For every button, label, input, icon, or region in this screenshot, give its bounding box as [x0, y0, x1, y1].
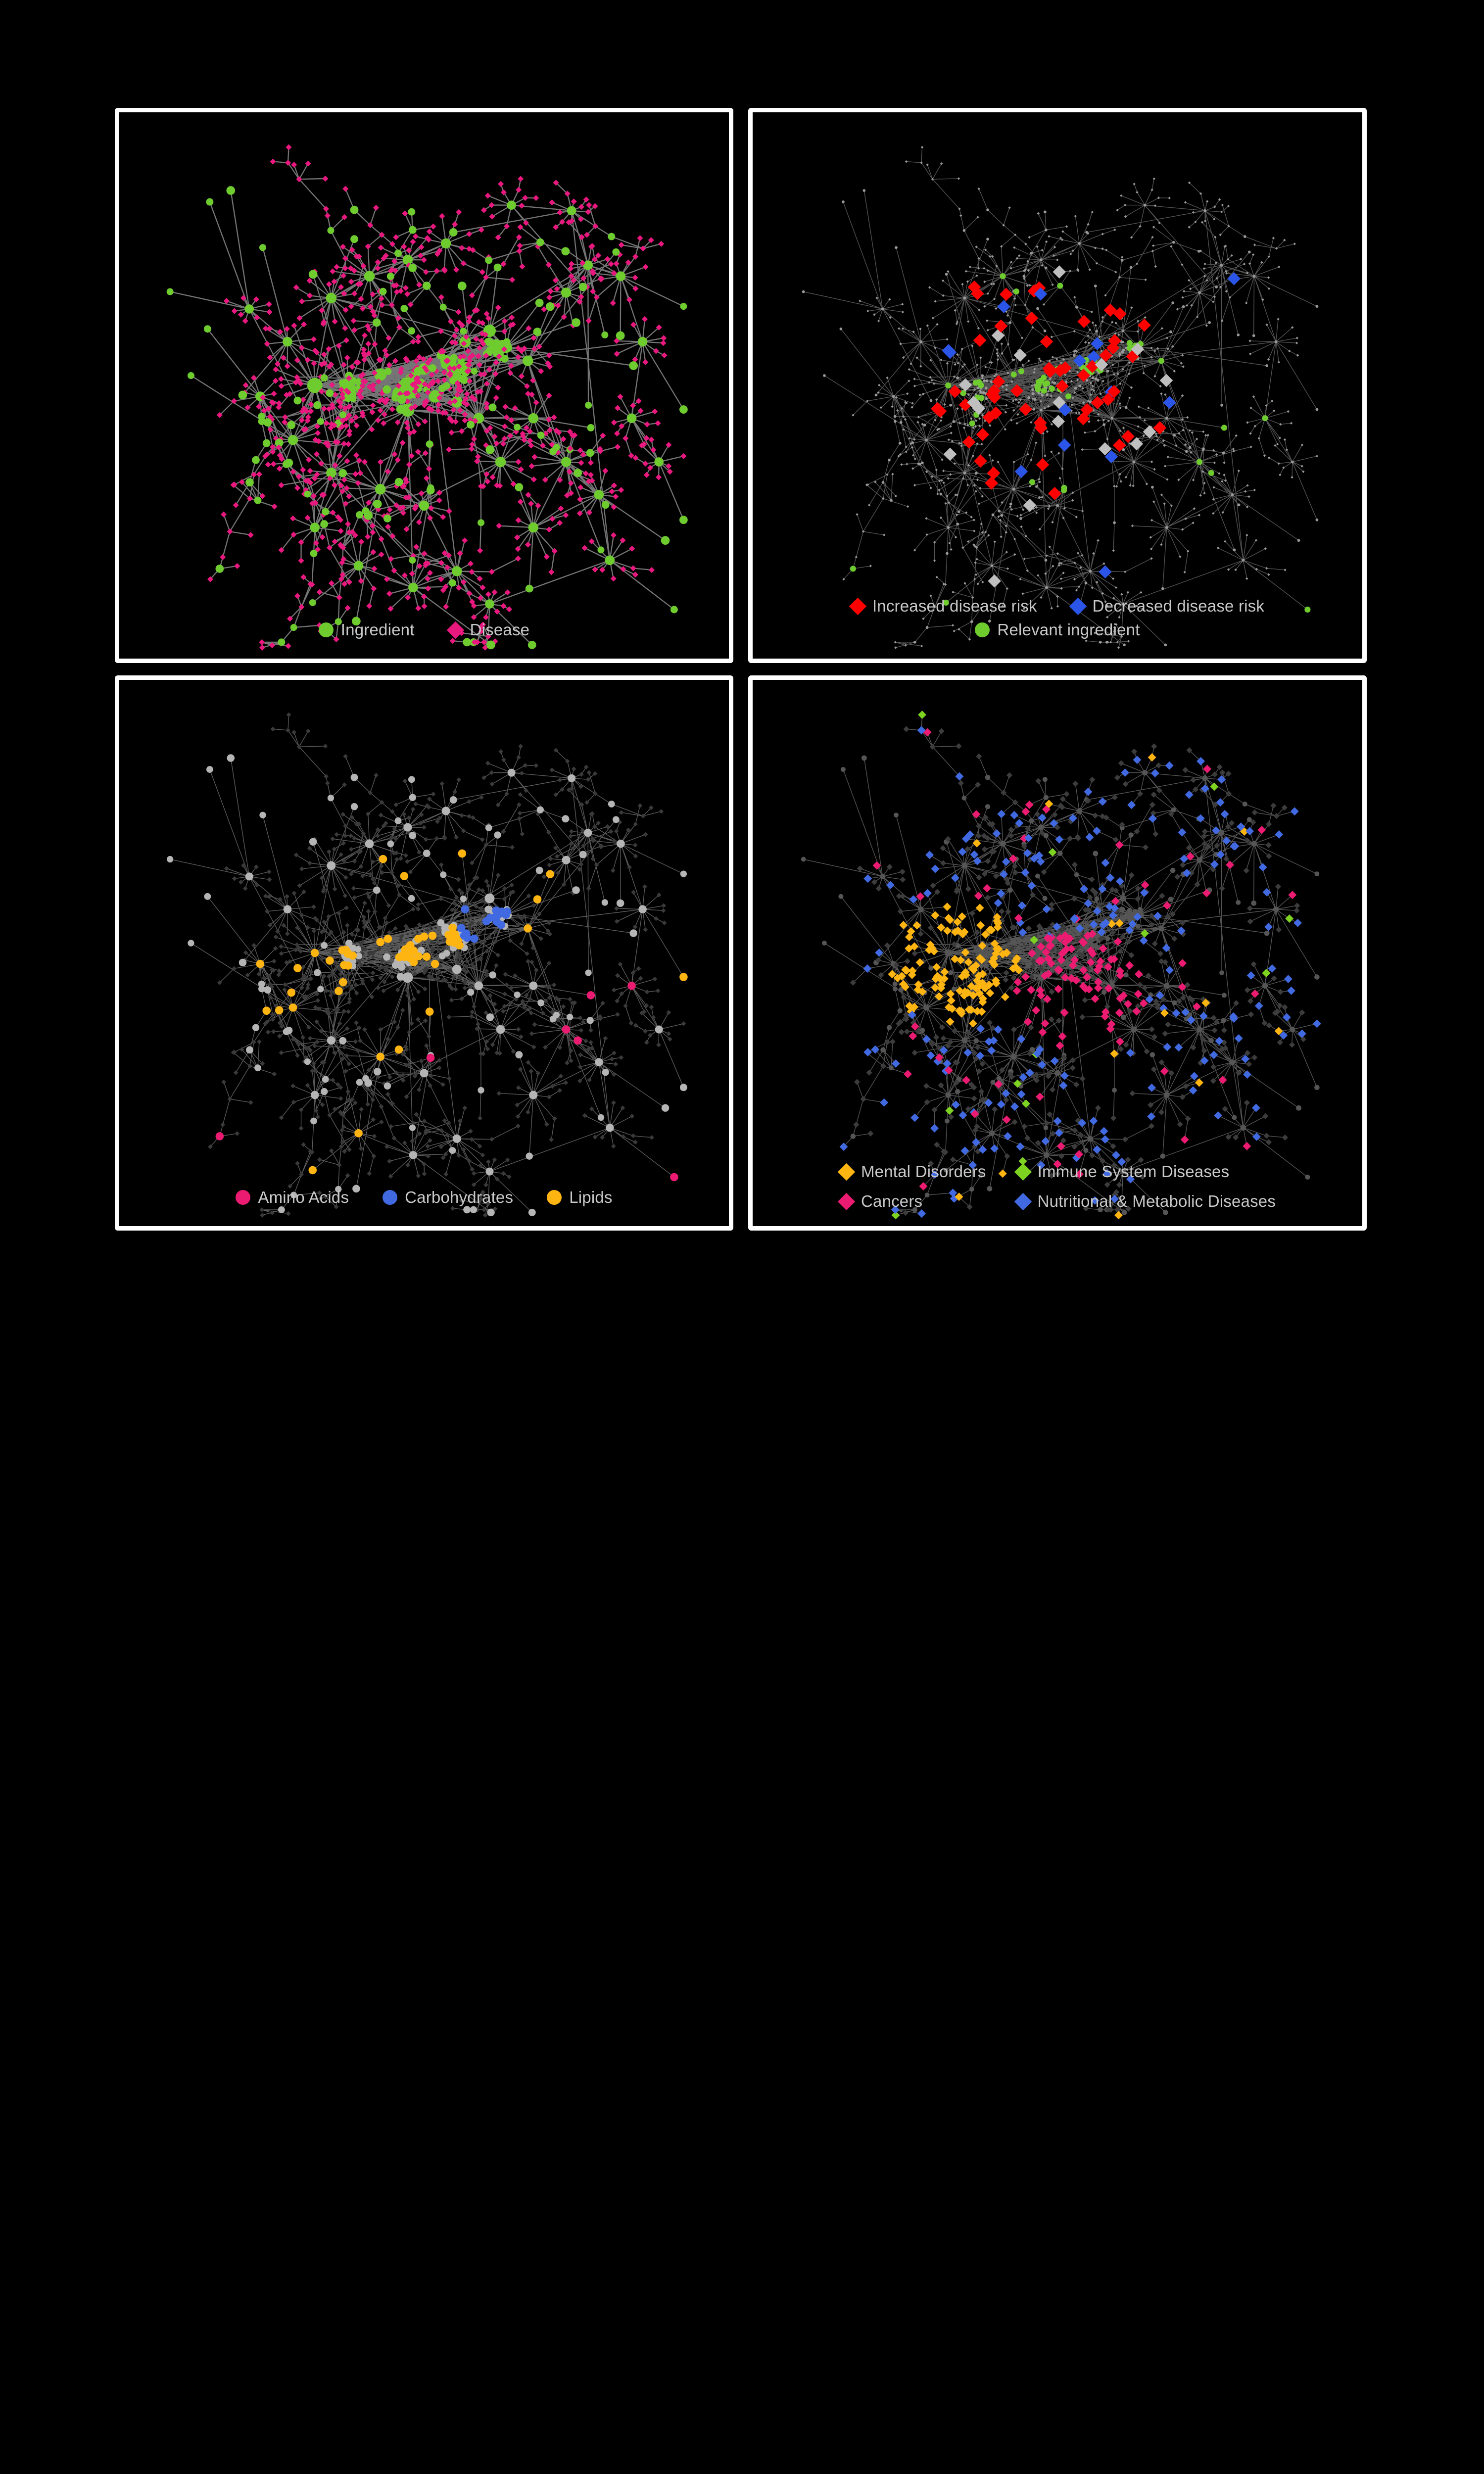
legend-panel-3: Amino Acids Carbohydrates Lipids: [119, 1186, 729, 1209]
diamond-icon: [849, 597, 867, 615]
legend-panel-1: Ingredient Disease: [119, 618, 729, 642]
circle-icon: [318, 622, 334, 637]
legend-item-lipids: Lipids: [547, 1186, 612, 1209]
network-svg: [166, 144, 688, 651]
footer: Created by: EdgeLeap Powered by:: [0, 1235, 1484, 1339]
legend-label: Amino Acids: [258, 1188, 349, 1206]
legend-label: Ingredient: [340, 620, 415, 639]
diamond-icon: [1069, 597, 1087, 615]
figure-canvas: Ingredient Disease Increased diseas: [0, 108, 1484, 1339]
network-graph-disease-category[interactable]: [753, 680, 1362, 1226]
legend-label: Cancers: [861, 1192, 923, 1210]
legend-label: Nutritional & Metabolic Diseases: [1037, 1192, 1276, 1210]
network-graph-ingredient-class[interactable]: [119, 680, 729, 1226]
circle-icon: [383, 1190, 398, 1205]
legend-label: Lipids: [569, 1188, 613, 1206]
legend-label: Mental Disorders: [861, 1162, 986, 1181]
legend-label: Carbohydrates: [405, 1188, 514, 1206]
diamond-icon: [1014, 1163, 1032, 1181]
legend-item-decreased-risk: Decreased disease risk: [1069, 594, 1265, 618]
diamond-icon: [837, 1163, 856, 1181]
legend-item-relevant-ingredient: Relevant ingredient: [975, 618, 1140, 642]
network-graph-ingredient-disease[interactable]: [119, 112, 729, 659]
network-svg: [802, 145, 1319, 649]
legend-item-amino-acids: Amino Acids: [236, 1186, 349, 1209]
legend-label: Decreased disease risk: [1092, 597, 1265, 615]
circle-icon: [547, 1190, 562, 1205]
legend-label: Relevant ingredient: [997, 620, 1140, 639]
legend-label: Increased disease risk: [872, 597, 1037, 615]
legend-item-immune-system-diseases: Immune System Diseases: [1014, 1160, 1276, 1184]
panel-disease-category[interactable]: Mental Disorders Immune System Diseases …: [748, 675, 1367, 1231]
legend-item-carbohydrates: Carbohydrates: [383, 1186, 513, 1209]
diamond-icon: [837, 1192, 856, 1210]
legend-item-mental-disorders: Mental Disorders: [837, 1160, 986, 1184]
legend-item-increased-risk: Increased disease risk: [849, 594, 1037, 618]
legend-item-disease: Disease: [446, 618, 530, 642]
panel-grid: Ingredient Disease Increased diseas: [115, 108, 1367, 1231]
legend-panel-4: Mental Disorders Immune System Diseases …: [753, 1160, 1362, 1213]
diamond-icon: [1014, 1192, 1032, 1210]
legend-label: Immune System Diseases: [1037, 1162, 1230, 1181]
panel-ingredient-class[interactable]: Amino Acids Carbohydrates Lipids: [115, 675, 733, 1231]
circle-icon: [975, 622, 990, 637]
network-graph-disease-risk[interactable]: [753, 112, 1362, 659]
network-svg: [167, 712, 688, 1218]
network-svg: [801, 711, 1321, 1220]
legend-panel-2: Increased disease risk Decreased disease…: [753, 594, 1362, 642]
legend-label: Disease: [470, 620, 530, 639]
diamond-icon: [446, 621, 464, 639]
panel-ingredient-disease[interactable]: Ingredient Disease: [115, 108, 733, 663]
legend-item-cancers: Cancers: [837, 1189, 986, 1213]
circle-icon: [236, 1190, 251, 1205]
legend-item-ingredient: Ingredient: [318, 618, 415, 642]
panel-disease-risk[interactable]: Increased disease risk Decreased disease…: [748, 108, 1367, 663]
legend-item-nutritional-metabolic-diseases: Nutritional & Metabolic Diseases: [1014, 1189, 1276, 1213]
